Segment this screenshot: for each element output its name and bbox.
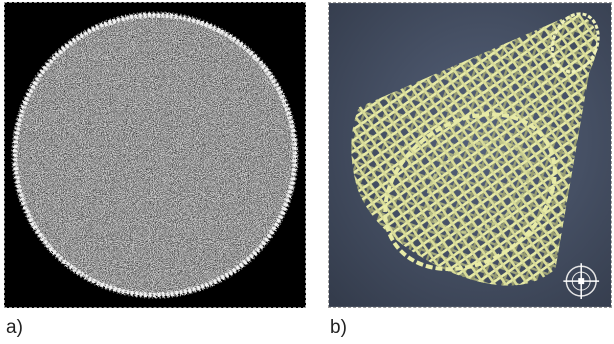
ct-rim xyxy=(12,12,298,298)
panel-a-image xyxy=(4,2,306,308)
panel-a-label: a) xyxy=(6,317,23,338)
ct-disk xyxy=(13,13,297,297)
panel-b-image xyxy=(328,2,612,308)
orientation-gizmo-icon xyxy=(563,263,600,299)
lattice-open-end xyxy=(383,112,557,272)
ct-slice-image xyxy=(5,3,305,307)
panel-b-label: b) xyxy=(330,317,347,338)
lattice-render-image xyxy=(329,3,611,307)
